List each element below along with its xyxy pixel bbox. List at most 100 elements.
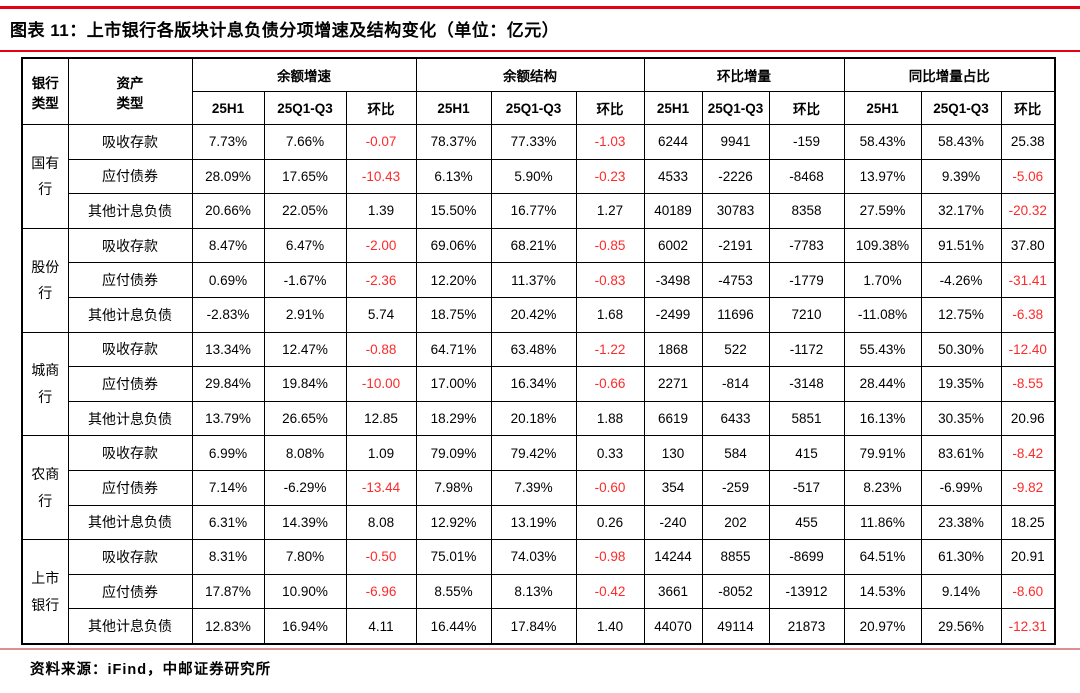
data-cell: -517 [768,469,845,506]
table-row: 其他计息负债 6.31% 14.39% 8.08 12.92% 13.19% 0.26 -24… [22,504,1056,541]
asset-type-cell: 应付债券 [67,158,193,195]
data-cell: 1.70% [843,262,922,298]
data-cell: 61.30% [920,539,1002,575]
col-header-bank-type: 银行 类型 [21,57,69,125]
data-cell: 2271 [643,366,703,402]
data-cell: -3498 [643,262,703,298]
data-cell: 522 [701,331,770,368]
data-cell: 7210 [768,296,845,333]
data-cell: 27.59% [843,193,922,229]
data-cell: 8.08% [263,435,347,471]
data-cell: 20.96 [1000,400,1056,437]
table-row: 股份行吸收存款 8.47% 6.47% -2.00 69.06% 68.21% -0.85 6… [21,227,1056,333]
data-cell: 5.74 [345,296,417,333]
table-body: 国有行吸收存款 7.73% 7.66% -0.07 78.37% 77.33% -1.03 6… [21,124,1056,645]
col-sub-header: 环比 [345,91,417,125]
data-cell: -10.00 [345,366,417,402]
table-container: 银行 类型 资产 类型 余额增速 余额结构 环比增量 同比增量占比 25H1 25Q1-Q3 环比 2… [21,57,1057,645]
data-cell: -6.96 [345,573,417,610]
data-cell: 11696 [701,296,770,333]
data-cell: 130 [643,435,703,471]
data-cell: 17.87% [191,573,265,610]
bank-type-cell: 城商行 [21,331,69,437]
data-cell: -814 [701,366,770,402]
table-row: 其他计息负债 12.83% 16.94% 4.11 16.44% 17.84% 1.40 44… [22,608,1056,645]
data-cell: 19.84% [263,366,347,402]
data-cell: -12.31 [1000,608,1056,645]
data-cell: 8358 [768,193,845,229]
header-sub-row: 25H1 25Q1-Q3 环比 25H1 25Q1-Q3 环比 25H1 25Q1-Q3 环比 2… [22,91,1056,125]
data-cell: -0.50 [345,539,417,575]
asset-type-cell: 其他计息负债 [67,400,193,437]
table-row: 其他计息负债 13.79% 26.65% 12.85 18.29% 20.18% 1.88 6… [22,400,1056,437]
data-cell: 83.61% [920,435,1002,471]
col-header-asset-type: 资产 类型 [67,57,193,125]
data-cell: 18.29% [415,400,492,437]
table-row: 其他计息负债 20.66% 22.05% 1.39 15.50% 16.77% 1.27 40… [22,193,1056,229]
data-cell: -8.42 [1000,435,1056,471]
data-cell: 63.48% [490,331,577,368]
header-line: 银行 [31,75,59,91]
data-cell: 6.31% [191,504,265,541]
bank-type-line: 农商 [31,466,60,483]
data-cell: -20.32 [1000,193,1056,229]
col-sub-header: 25H1 [415,91,492,125]
data-cell: 16.44% [415,608,492,645]
data-cell: -8.55 [1000,366,1056,402]
col-sub-header: 25Q1-Q3 [920,91,1002,125]
table-row: 应付债券 29.84% 19.84% -10.00 17.00% 16.34% -0.66 2… [22,366,1056,402]
data-cell: 58.43% [920,124,1002,160]
data-cell: 0.33 [575,435,645,471]
header-group-row: 银行 类型 资产 类型 余额增速 余额结构 环比增量 同比增量占比 [21,57,1056,125]
data-cell: 6619 [643,400,703,437]
data-cell: 4533 [643,158,703,195]
data-cell: 64.51% [843,539,922,575]
data-cell: 11.86% [843,504,922,541]
data-cell: 1.09 [345,435,417,471]
bank-type-line: 股份 [31,258,60,275]
data-cell: -0.85 [575,227,645,264]
data-cell: 2.91% [263,296,347,333]
data-cell: -6.29% [263,469,347,506]
data-cell: 3661 [643,573,703,610]
data-cell: -8.60 [1000,573,1056,610]
data-cell: 58.43% [843,124,922,160]
data-cell: 109.38% [843,227,922,264]
data-cell: 17.65% [263,158,347,195]
data-cell: -13912 [768,573,845,610]
data-cell: 12.83% [191,608,265,645]
data-cell: 6433 [701,400,770,437]
title-red-rule [0,50,1080,52]
col-group-header: 余额增速 [191,57,417,92]
data-cell: -0.23 [575,158,645,195]
data-cell: 30.35% [920,400,1002,437]
data-cell: -2226 [701,158,770,195]
data-cell: -13.44 [345,469,417,506]
asset-type-cell: 应付债券 [67,573,193,610]
data-cell: 28.44% [843,366,922,402]
table-row: 应付债券 0.69% -1.67% -2.36 12.20% 11.37% -0.83 -34… [22,262,1056,298]
asset-type-cell: 应付债券 [67,469,193,506]
data-cell: 20.97% [843,608,922,645]
data-cell: -3148 [768,366,845,402]
data-cell: 29.56% [920,608,1002,645]
table-row: 应付债券 17.87% 10.90% -6.96 8.55% 8.13% -0.42 3661… [22,573,1056,610]
col-sub-header: 25Q1-Q3 [263,91,347,125]
asset-type-cell: 吸收存款 [67,435,193,471]
data-cell: 91.51% [920,227,1002,264]
data-cell: 8855 [701,539,770,575]
data-cell: 1868 [643,331,703,368]
data-cell: 20.91 [1000,539,1056,575]
data-cell: -2.83% [191,296,265,333]
col-sub-header: 环比 [575,91,645,125]
data-cell: 14244 [643,539,703,575]
data-cell: 10.90% [263,573,347,610]
data-cell: 6.13% [415,158,492,195]
top-red-rule [0,6,1080,9]
data-cell: 64.71% [415,331,492,368]
table-row: 农商行吸收存款 6.99% 8.08% 1.09 79.09% 79.42% 0.33 130… [21,435,1056,541]
data-cell: -10.43 [345,158,417,195]
data-cell: 13.19% [490,504,577,541]
data-cell: 9941 [701,124,770,160]
data-cell: 9.14% [920,573,1002,610]
